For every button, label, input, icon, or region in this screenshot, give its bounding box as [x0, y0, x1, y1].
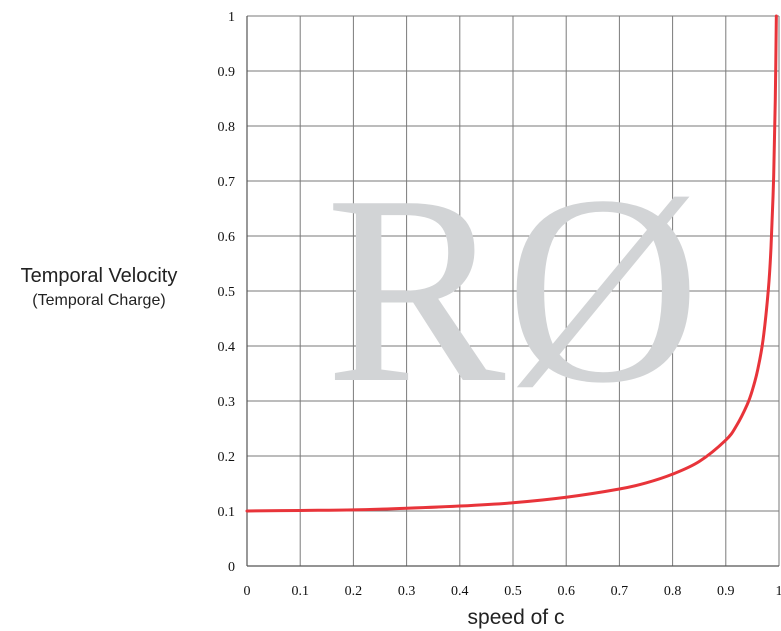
x-tick-label: 0.3	[398, 584, 416, 599]
x-tick-label: 0.9	[717, 584, 735, 599]
x-axis-label: speed of c	[468, 606, 565, 629]
y-tick-label: 0.9	[218, 65, 236, 80]
y-tick-label: 0.1	[218, 505, 236, 520]
axes	[246, 16, 779, 567]
x-tick-label: 0	[244, 584, 251, 599]
y-tick-label: 1	[228, 10, 235, 25]
y-tick-label: 0.7	[218, 175, 236, 190]
y-tick-label: 0	[228, 560, 235, 575]
y-tick-label: 0.6	[218, 230, 236, 245]
watermark-logo: RØ	[325, 140, 700, 439]
x-tick-label: 0.6	[557, 584, 575, 599]
x-tick-label: 1	[776, 584, 781, 599]
x-tick-label: 0.7	[611, 584, 629, 599]
y-axis-label: Temporal Velocity	[21, 265, 178, 287]
y-axis-sublabel: (Temporal Charge)	[32, 292, 165, 309]
y-tick-label: 0.2	[218, 450, 236, 465]
x-tick-label: 0.1	[291, 584, 309, 599]
x-tick-label: 0.5	[504, 584, 522, 599]
y-tick-label: 0.8	[218, 120, 236, 135]
tick-labels: 0 0.1 0.2 0.3 0.4 0.5 0.6 0.7 0.8 0.9 1 0 0.1 0.2 0.3 0…	[218, 10, 781, 599]
y-tick-label: 0.3	[218, 395, 236, 410]
x-tick-label: 0.8	[664, 584, 682, 599]
series-layer	[245, 14, 778, 513]
series-line-0	[245, 14, 778, 513]
y-tick-label: 0.4	[218, 340, 236, 355]
y-tick-label: 0.5	[218, 285, 236, 300]
x-tick-label: 0.4	[451, 584, 469, 599]
x-tick-label: 0.2	[345, 584, 363, 599]
